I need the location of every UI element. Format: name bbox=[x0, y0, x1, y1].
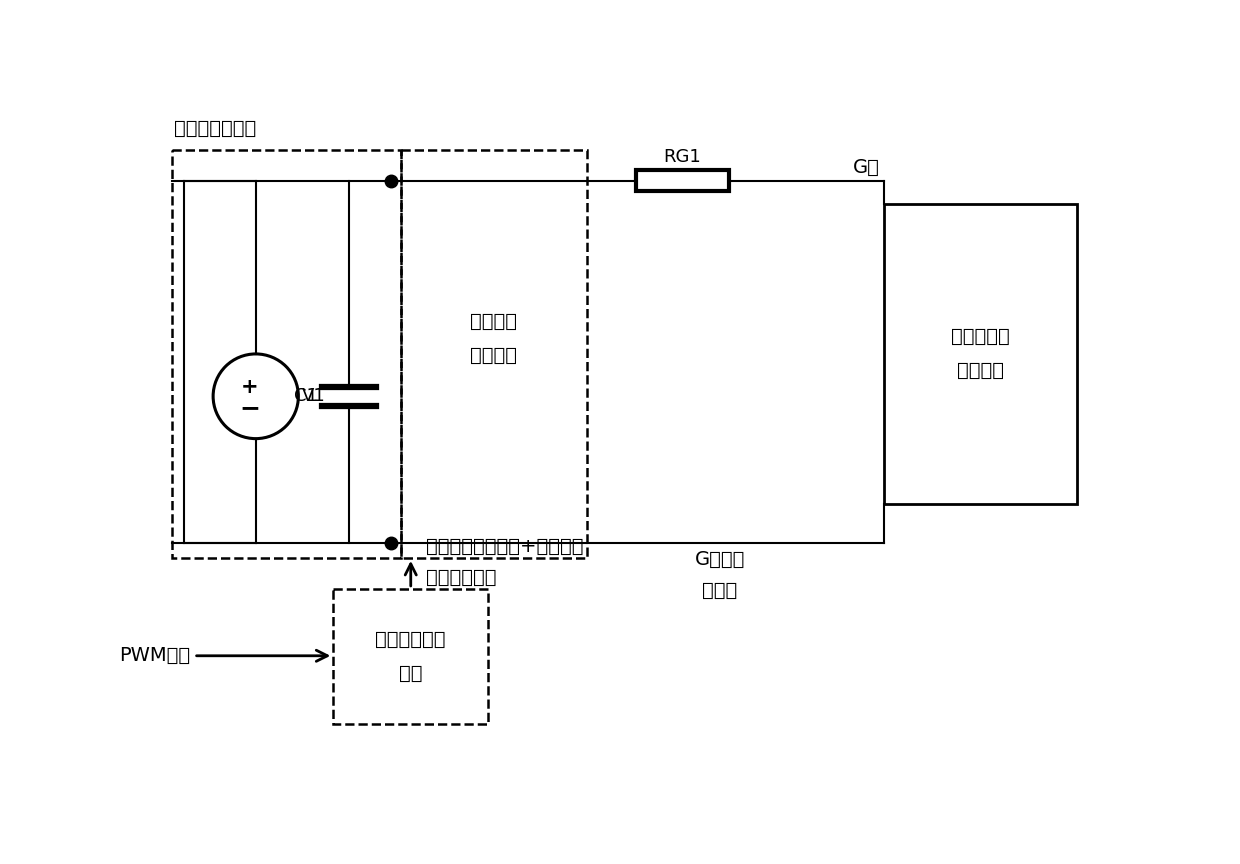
Text: V1: V1 bbox=[303, 387, 326, 405]
Text: PWM信号: PWM信号 bbox=[119, 646, 190, 665]
Text: RG1: RG1 bbox=[663, 148, 701, 166]
Text: 桥式逆变
电路单元: 桥式逆变 电路单元 bbox=[470, 312, 517, 365]
Bar bbox=[172, 149, 401, 558]
Bar bbox=[635, 170, 729, 192]
Text: C1: C1 bbox=[294, 387, 317, 405]
Bar bbox=[883, 204, 1078, 504]
Text: −: − bbox=[239, 397, 260, 421]
Bar bbox=[401, 149, 587, 558]
Text: 门极压控性
功率器件: 门极压控性 功率器件 bbox=[951, 327, 1009, 380]
Text: +: + bbox=[241, 377, 258, 397]
Text: 单电源供电单元: 单电源供电单元 bbox=[175, 119, 257, 138]
Text: G极: G极 bbox=[853, 158, 879, 177]
Bar bbox=[334, 588, 489, 723]
Text: 驱动电平控制
单元: 驱动电平控制 单元 bbox=[376, 630, 446, 683]
Text: G极电压
参考点: G极电压 参考点 bbox=[694, 550, 745, 600]
Text: 桥式逆变电路移相+脉冲宽度
调制控制信号: 桥式逆变电路移相+脉冲宽度 调制控制信号 bbox=[427, 537, 584, 587]
